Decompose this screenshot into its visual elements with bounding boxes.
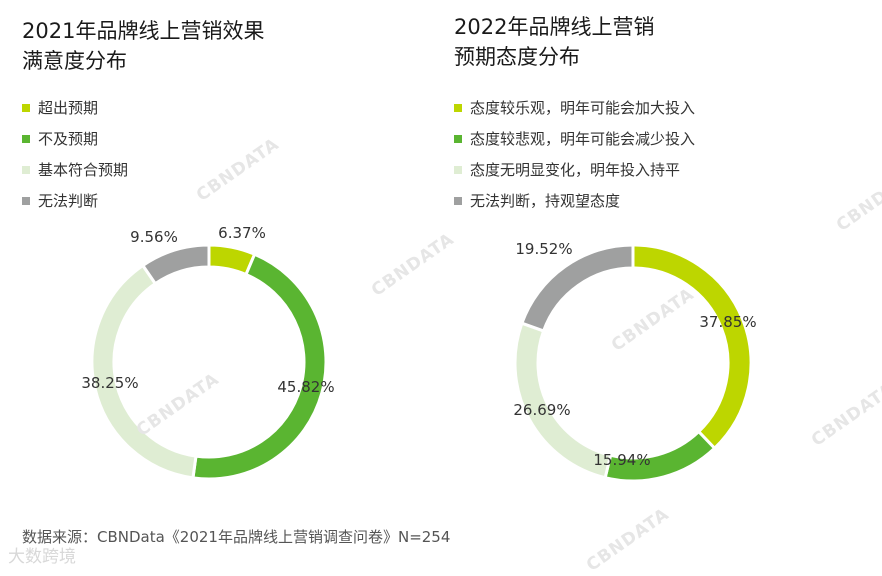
chart-title: 2021年品牌线上营销效果 满意度分布 bbox=[22, 16, 264, 76]
legend-swatch bbox=[22, 196, 30, 205]
legend-swatch bbox=[454, 196, 462, 205]
legend-label: 态度无明显变化，明年投入持平 bbox=[470, 161, 681, 179]
data-label: 6.37% bbox=[218, 224, 266, 242]
donut-chart: 37.85% 15.94% 26.69% 19.52% bbox=[513, 240, 757, 483]
legend-label: 无法判断 bbox=[38, 192, 99, 210]
legend: 超出预期 不及预期 基本符合预期 无法判断 bbox=[22, 92, 128, 216]
data-source-note: 数据来源：CBNData《2021年品牌线上营销调查问卷》N=254 bbox=[22, 528, 451, 546]
legend-swatch bbox=[22, 103, 30, 112]
donut-slice bbox=[520, 243, 635, 333]
legend-entry: 超出预期 bbox=[22, 92, 128, 123]
legend-label: 态度较悲观，明年可能会减少投入 bbox=[470, 130, 696, 148]
data-label: 38.25% bbox=[81, 374, 138, 392]
data-label: 15.94% bbox=[593, 451, 650, 469]
legend-label: 态度较乐观，明年可能会加大投入 bbox=[470, 99, 696, 117]
donut-slice bbox=[191, 252, 328, 481]
data-label: 19.52% bbox=[515, 240, 572, 258]
legend-swatch bbox=[454, 103, 462, 112]
legend-label: 超出预期 bbox=[38, 99, 99, 117]
legend-swatch bbox=[454, 134, 462, 143]
data-label: 37.85% bbox=[699, 313, 756, 331]
donut-slice bbox=[631, 243, 753, 451]
legend-swatch bbox=[22, 134, 30, 143]
legend-entry: 无法判断 bbox=[22, 185, 128, 216]
legend-swatch bbox=[454, 165, 462, 174]
chart-panel-2021: 2021年品牌线上营销效果 满意度分布 超出预期 不及预期 基本符合预期 无法判… bbox=[0, 0, 430, 520]
chart-title-line: 2022年品牌线上营销 bbox=[454, 15, 655, 39]
legend-entry: 态度较悲观，明年可能会减少投入 bbox=[454, 123, 695, 154]
donut-slice bbox=[90, 263, 198, 480]
data-label: 45.82% bbox=[277, 378, 334, 396]
legend-label: 无法判断，持观望态度 bbox=[470, 192, 621, 210]
legend: 态度较乐观，明年可能会加大投入 态度较悲观，明年可能会减少投入 态度无明显变化，… bbox=[454, 92, 695, 216]
legend-entry: 基本符合预期 bbox=[22, 154, 128, 185]
legend-swatch bbox=[22, 165, 30, 174]
chart-panel-2022: 2022年品牌线上营销 预期态度分布 态度较乐观，明年可能会加大投入 态度较悲观… bbox=[440, 0, 882, 520]
footer-logo: 大数跨境 bbox=[8, 547, 76, 567]
donut-chart: 6.37% 45.82% 38.25% 9.56% bbox=[81, 224, 335, 481]
legend-entry: 无法判断，持观望态度 bbox=[454, 185, 695, 216]
legend-label: 不及预期 bbox=[38, 130, 99, 148]
legend-entry: 不及预期 bbox=[22, 123, 128, 154]
donut-slice bbox=[140, 243, 211, 286]
chart-title-line: 满意度分布 bbox=[22, 49, 127, 73]
data-label: 26.69% bbox=[513, 401, 570, 419]
chart-title-line: 2021年品牌线上营销效果 bbox=[22, 19, 265, 43]
legend-entry: 态度无明显变化，明年投入持平 bbox=[454, 154, 695, 185]
chart-title-line: 预期态度分布 bbox=[454, 45, 580, 69]
legend-label: 基本符合预期 bbox=[38, 161, 129, 179]
legend-entry: 态度较乐观，明年可能会加大投入 bbox=[454, 92, 695, 123]
chart-title: 2022年品牌线上营销 预期态度分布 bbox=[454, 12, 654, 72]
data-label: 9.56% bbox=[130, 228, 178, 246]
